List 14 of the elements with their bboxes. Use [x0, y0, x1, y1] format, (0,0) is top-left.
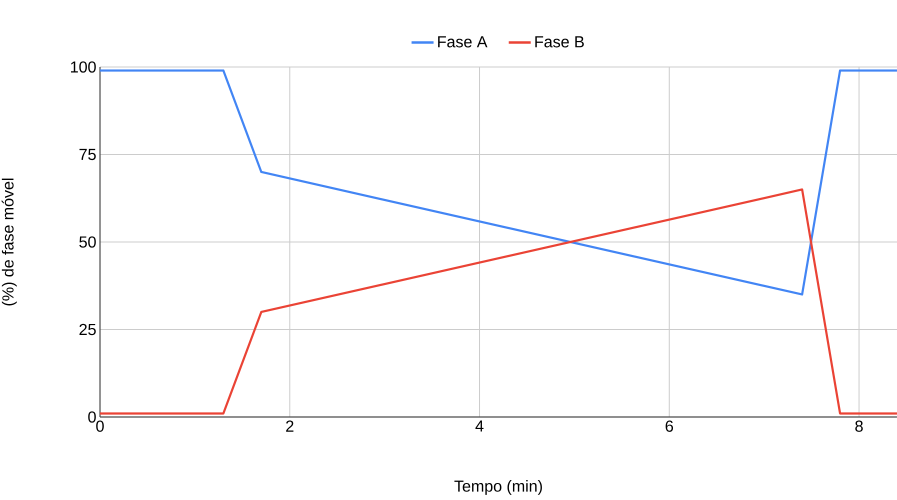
y-axis-title: (%) de fase móvel — [2, 178, 17, 306]
y-tick-label: 25 — [79, 324, 96, 336]
x-tick-label: 6 — [666, 420, 674, 432]
y-tick-label: 75 — [79, 148, 96, 160]
x-tick-label: 4 — [475, 420, 484, 432]
x-tick-label: 0 — [96, 420, 104, 432]
y-tick-label: 0 — [88, 411, 96, 423]
y-tick-label: 50 — [79, 236, 96, 248]
x-tick-label: 8 — [855, 420, 863, 432]
y-tick-label: 100 — [71, 61, 96, 73]
x-axis-title: Tempo (min) — [454, 480, 542, 495]
legend-label: Fase B — [535, 36, 584, 48]
legend-label: Fase A — [438, 36, 488, 48]
x-tick-label: 2 — [286, 420, 294, 432]
